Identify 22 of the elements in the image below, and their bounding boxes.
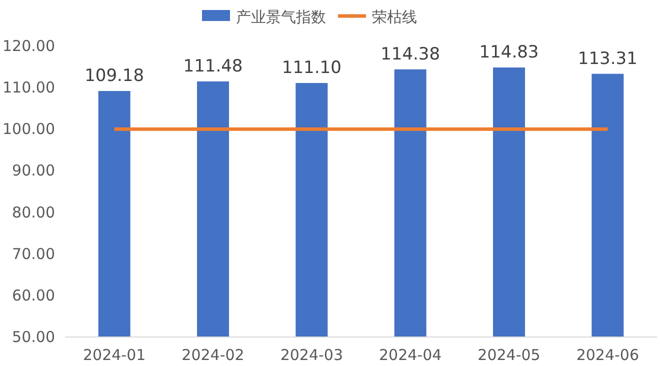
y-tick-label: 100.00 xyxy=(2,120,55,138)
x-tick-label: 2024-04 xyxy=(378,346,442,364)
data-label: 111.48 xyxy=(183,56,243,76)
y-tick-label: 110.00 xyxy=(2,78,55,97)
y-tick-label: 50.00 xyxy=(12,328,55,346)
data-label: 113.31 xyxy=(578,48,638,69)
y-tick-label: 60.00 xyxy=(12,286,55,304)
legend-label: 荣枯线 xyxy=(372,8,417,26)
data-label: 114.83 xyxy=(479,42,539,62)
data-label: 111.10 xyxy=(282,58,342,78)
x-tick-label: 2024-03 xyxy=(280,346,344,364)
x-tick-label: 2024-05 xyxy=(478,346,540,364)
y-tick-label: 120.00 xyxy=(2,37,55,55)
x-tick-label: 2024-02 xyxy=(182,346,244,364)
y-tick-label: 70.00 xyxy=(12,244,55,263)
x-tick-label: 2024-01 xyxy=(82,346,146,364)
y-tick-label: 90.00 xyxy=(12,162,55,180)
data-label: 109.18 xyxy=(84,66,144,86)
legend-label: 产业景气指数 xyxy=(236,8,326,26)
data-label: 114.38 xyxy=(380,44,440,64)
x-tick-label: 2024-06 xyxy=(576,346,640,364)
y-tick-label: 80.00 xyxy=(12,203,55,222)
